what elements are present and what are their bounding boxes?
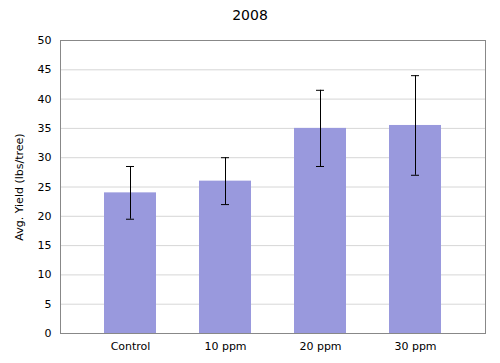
svg-text:45: 45 — [38, 63, 52, 76]
svg-text:35: 35 — [38, 122, 52, 135]
svg-text:20: 20 — [38, 210, 52, 223]
svg-text:10: 10 — [38, 268, 52, 281]
svg-text:50: 50 — [38, 34, 52, 47]
svg-text:25: 25 — [38, 181, 52, 194]
svg-text:20 ppm: 20 ppm — [299, 340, 341, 353]
svg-text:10 ppm: 10 ppm — [204, 340, 246, 353]
svg-text:30: 30 — [38, 151, 52, 164]
svg-text:40: 40 — [38, 93, 52, 106]
svg-text:5: 5 — [45, 298, 52, 311]
svg-text:0: 0 — [45, 327, 52, 340]
svg-text:Avg. Yield (lbs/tree): Avg. Yield (lbs/tree) — [13, 133, 26, 240]
html-text:2008: 2008 — [232, 7, 268, 23]
svg-text:Control: Control — [111, 340, 151, 353]
svg-text:15: 15 — [38, 239, 52, 252]
svg-text:30 ppm: 30 ppm — [394, 340, 436, 353]
